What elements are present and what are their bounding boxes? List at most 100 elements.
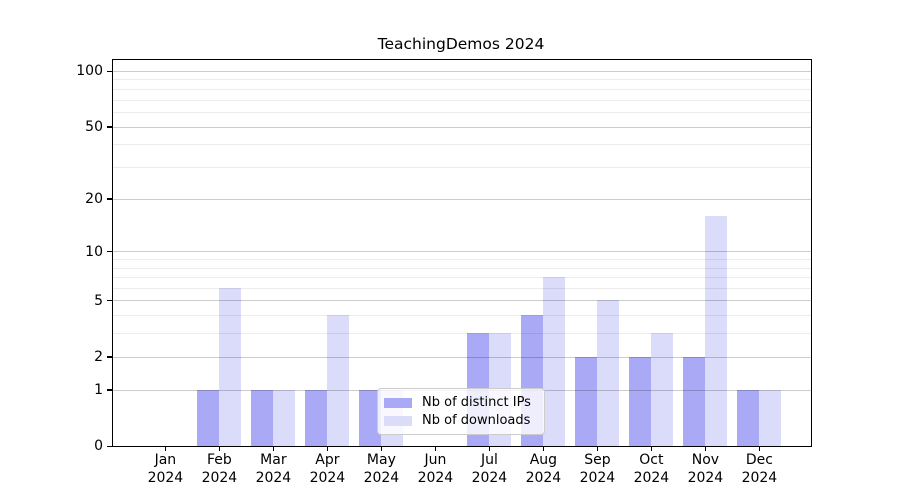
- x-tick-label: Aug 2024: [511, 452, 575, 487]
- x-tick-label: Sep 2024: [565, 452, 629, 487]
- x-tick-label: Nov 2024: [673, 452, 737, 487]
- x-tick-month: Mar: [260, 452, 287, 469]
- legend-swatch-distinct-ips: [384, 397, 412, 408]
- gridline-minor: [113, 144, 811, 146]
- y-tick-label: 2: [94, 349, 103, 366]
- y-tick-label: 10: [85, 243, 103, 260]
- gridline-minor: [113, 287, 811, 289]
- x-tick: [758, 446, 761, 452]
- gridline-major: [113, 300, 811, 302]
- x-tick: [596, 446, 599, 452]
- x-tick-label: Apr 2024: [295, 452, 359, 487]
- y-tick-label: 100: [76, 63, 103, 80]
- x-tick: [434, 446, 437, 452]
- gridline-major: [113, 356, 811, 358]
- x-tick-year: 2024: [309, 469, 346, 486]
- gridline-minor: [113, 88, 811, 90]
- x-tick-month: Nov: [691, 452, 720, 469]
- gridline-major: [113, 71, 811, 72]
- y-tick: [107, 389, 112, 391]
- bar-downloads-apr: [327, 315, 349, 446]
- x-tick: [272, 446, 275, 452]
- x-tick: [488, 446, 491, 452]
- x-tick-year: 2024: [471, 469, 508, 486]
- gridline-minor: [113, 333, 811, 335]
- bar-distinct-ips-sep: [575, 356, 597, 446]
- bar-downloads-sep: [597, 300, 619, 446]
- x-tick-year: 2024: [255, 469, 292, 486]
- x-tick-label: Feb 2024: [187, 452, 251, 487]
- x-tick-label: Jun 2024: [403, 452, 467, 487]
- y-tick: [107, 70, 112, 73]
- gridline-minor: [113, 315, 811, 317]
- gridline-major: [113, 251, 811, 253]
- bar-downloads-nov: [705, 215, 727, 446]
- x-tick-year: 2024: [363, 469, 400, 486]
- x-tick-label: Jan 2024: [133, 452, 197, 487]
- gridline-major: [113, 126, 811, 128]
- x-tick-month: Dec: [745, 452, 773, 469]
- bar-distinct-ips-dec: [737, 389, 759, 446]
- x-tick-label: Oct 2024: [619, 452, 683, 487]
- bar-distinct-ips-may: [359, 389, 381, 446]
- gridline-minor: [113, 112, 811, 113]
- bar-distinct-ips-apr: [305, 389, 327, 446]
- y-tick-label: 5: [94, 292, 103, 309]
- gridline-minor: [113, 79, 811, 81]
- x-tick-label: May 2024: [349, 452, 413, 487]
- chart-title: TeachingDemos 2024: [377, 35, 545, 53]
- x-tick-label: Dec 2024: [727, 452, 791, 487]
- gridline-minor: [113, 99, 811, 101]
- x-tick: [542, 446, 545, 452]
- bar-distinct-ips-nov: [683, 356, 705, 446]
- x-tick-label: Mar 2024: [241, 452, 305, 487]
- y-tick-label: 50: [85, 118, 103, 135]
- x-tick-label: Jul 2024: [457, 452, 521, 487]
- x-tick-month: Jan: [154, 452, 177, 469]
- x-tick-month: May: [366, 452, 396, 469]
- x-tick: [380, 446, 383, 452]
- y-tick: [107, 198, 112, 200]
- bar-downloads-aug: [543, 277, 565, 446]
- x-tick-month: Sep: [584, 452, 611, 469]
- x-tick: [164, 446, 167, 452]
- x-tick: [704, 446, 707, 452]
- x-tick-month: Apr: [315, 452, 340, 469]
- y-tick-label: 0: [94, 438, 103, 455]
- x-tick-month: Feb: [206, 452, 232, 469]
- x-tick: [650, 446, 653, 452]
- legend: Nb of distinct IPs Nb of downloads: [377, 388, 545, 435]
- bar-distinct-ips-mar: [251, 389, 273, 446]
- y-tick: [107, 356, 112, 358]
- x-tick-month: Jun: [424, 452, 447, 469]
- x-tick-year: 2024: [417, 469, 454, 486]
- y-tick: [107, 250, 112, 253]
- legend-item-downloads: Nb of downloads: [384, 413, 544, 428]
- legend-swatch-downloads: [384, 415, 412, 426]
- bar-downloads-mar: [273, 389, 295, 446]
- gridline-minor: [113, 277, 811, 278]
- x-tick-year: 2024: [525, 469, 562, 486]
- bar-downloads-dec: [759, 389, 781, 446]
- x-tick: [218, 446, 221, 452]
- legend-item-distinct-ips: Nb of distinct IPs: [384, 395, 544, 410]
- gridline-minor: [113, 167, 811, 168]
- bar-distinct-ips-feb: [197, 389, 219, 446]
- x-tick-year: 2024: [147, 469, 184, 486]
- x-tick-year: 2024: [741, 469, 778, 486]
- x-tick-year: 2024: [687, 469, 724, 486]
- bar-downloads-feb: [219, 287, 241, 446]
- legend-label-downloads: Nb of downloads: [422, 413, 531, 428]
- x-tick: [326, 446, 329, 452]
- gridline-minor: [113, 267, 811, 269]
- legend-label-distinct-ips: Nb of distinct IPs: [422, 395, 531, 410]
- bar-downloads-oct: [651, 333, 673, 446]
- x-tick-year: 2024: [579, 469, 616, 486]
- x-tick-year: 2024: [201, 469, 238, 486]
- x-tick-month: Oct: [639, 452, 664, 469]
- gridline-major: [113, 198, 811, 200]
- y-tick: [107, 300, 112, 302]
- x-tick-month: Jul: [480, 452, 498, 469]
- y-tick-label: 1: [94, 382, 103, 399]
- x-tick-month: Aug: [529, 452, 558, 469]
